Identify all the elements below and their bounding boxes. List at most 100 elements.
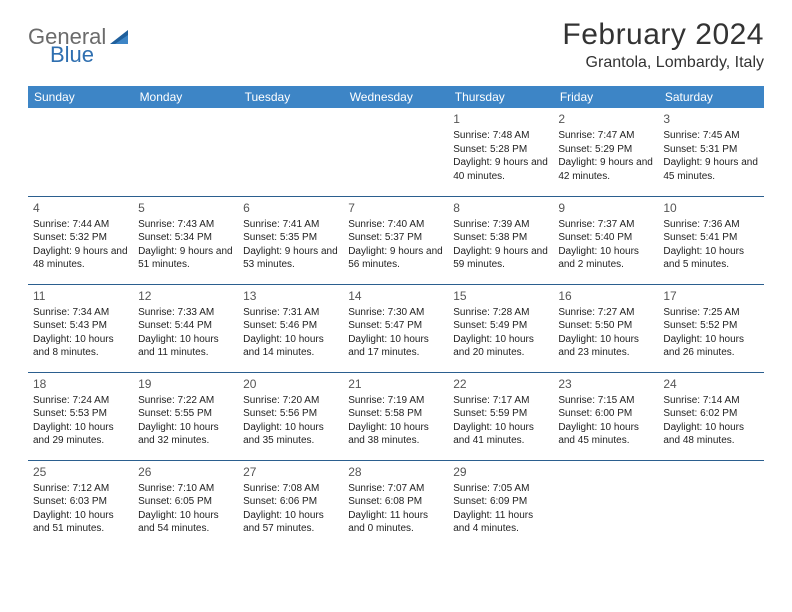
sunset-line: Sunset: 6:09 PM [453, 495, 548, 509]
calendar-day-cell: 6Sunrise: 7:41 AMSunset: 5:35 PMDaylight… [238, 196, 343, 284]
calendar-day-cell: 9 Sunrise: 7:37 AMSunset: 5:40 PMDaylight… [553, 196, 658, 284]
day-number: 9 [558, 200, 653, 216]
day-number: 25 [33, 464, 128, 480]
calendar-day-cell: 16Sunrise: 7:27 AMSunset: 5:50 PMDayligh… [553, 284, 658, 372]
daylight-line: Daylight: 9 hours and 42 minutes. [558, 156, 653, 183]
sunset-line: Sunset: 5:40 PM [558, 231, 653, 245]
sunset-line: Sunset: 5:46 PM [243, 319, 338, 333]
daylight-line: Daylight: 10 hours and 5 minutes. [663, 245, 758, 272]
calendar-day-cell: 18Sunrise: 7:24 AMSunset: 5:53 PMDayligh… [28, 372, 133, 460]
calendar-day-cell: 10 Sunrise: 7:36 AMSunset: 5:41 PMDayligh… [658, 196, 763, 284]
sunset-line: Sunset: 5:28 PM [453, 143, 548, 157]
calendar-day-cell: 14Sunrise: 7:30 AMSunset: 5:47 PMDayligh… [343, 284, 448, 372]
weekday-header: Tuesday [238, 86, 343, 108]
sunrise-line: Sunrise: 7:19 AM [348, 394, 443, 408]
sunrise-line: Sunrise: 7:47 AM [558, 129, 653, 143]
calendar-day-cell: 13 Sunrise: 7:31 AMSunset: 5:46 PMDayligh… [238, 284, 343, 372]
calendar-empty-cell [238, 108, 343, 196]
sunrise-line: Sunrise: 7:10 AM [138, 482, 233, 496]
sunset-line: Sunset: 5:37 PM [348, 231, 443, 245]
daylight-line: Daylight: 10 hours and 17 minutes. [348, 333, 443, 360]
calendar-day-cell: 17Sunrise: 7:25 AMSunset: 5:52 PMDayligh… [658, 284, 763, 372]
day-number: 28 [348, 464, 443, 480]
calendar-week-row: 11Sunrise: 7:34 AMSunset: 5:43 PMDayligh… [28, 284, 764, 372]
sunrise-line: Sunrise: 7:37 AM [558, 218, 653, 232]
sunrise-line: Sunrise: 7:31 AM [243, 306, 338, 320]
sunrise-line: Sunrise: 7:36 AM [663, 218, 758, 232]
logo-text-blue: Blue [50, 42, 94, 68]
calendar-empty-cell [133, 108, 238, 196]
day-number: 5 [138, 200, 233, 216]
day-number: 23 [558, 376, 653, 392]
daylight-line: Daylight: 10 hours and 35 minutes. [243, 421, 338, 448]
sunset-line: Sunset: 5:35 PM [243, 231, 338, 245]
day-number: 10 [663, 200, 758, 216]
sunset-line: Sunset: 6:05 PM [138, 495, 233, 509]
daylight-line: Daylight: 10 hours and 8 minutes. [33, 333, 128, 360]
daylight-line: Daylight: 10 hours and 41 minutes. [453, 421, 548, 448]
daylight-line: Daylight: 11 hours and 4 minutes. [453, 509, 548, 536]
sunset-line: Sunset: 5:34 PM [138, 231, 233, 245]
sunrise-line: Sunrise: 7:27 AM [558, 306, 653, 320]
calendar-day-cell: 29Sunrise: 7:05 AMSunset: 6:09 PMDayligh… [448, 460, 553, 548]
daylight-line: Daylight: 9 hours and 59 minutes. [453, 245, 548, 272]
day-number: 22 [453, 376, 548, 392]
daylight-line: Daylight: 9 hours and 56 minutes. [348, 245, 443, 272]
sunrise-line: Sunrise: 7:07 AM [348, 482, 443, 496]
daylight-line: Daylight: 11 hours and 0 minutes. [348, 509, 443, 536]
calendar-day-cell: 11Sunrise: 7:34 AMSunset: 5:43 PMDayligh… [28, 284, 133, 372]
sunset-line: Sunset: 5:49 PM [453, 319, 548, 333]
weekday-header: Thursday [448, 86, 553, 108]
day-number: 8 [453, 200, 548, 216]
calendar-day-cell: 27Sunrise: 7:08 AMSunset: 6:06 PMDayligh… [238, 460, 343, 548]
sunrise-line: Sunrise: 7:28 AM [453, 306, 548, 320]
calendar-day-cell: 23Sunrise: 7:15 AMSunset: 6:00 PMDayligh… [553, 372, 658, 460]
day-number: 13 [243, 288, 338, 304]
sunset-line: Sunset: 5:41 PM [663, 231, 758, 245]
calendar-day-cell: 4Sunrise: 7:44 AMSunset: 5:32 PMDaylight… [28, 196, 133, 284]
sunset-line: Sunset: 5:50 PM [558, 319, 653, 333]
day-number: 27 [243, 464, 338, 480]
daylight-line: Daylight: 10 hours and 14 minutes. [243, 333, 338, 360]
day-number: 3 [663, 111, 758, 127]
sunrise-line: Sunrise: 7:22 AM [138, 394, 233, 408]
calendar-header-row: SundayMondayTuesdayWednesdayThursdayFrid… [28, 86, 764, 108]
daylight-line: Daylight: 10 hours and 57 minutes. [243, 509, 338, 536]
daylight-line: Daylight: 10 hours and 51 minutes. [33, 509, 128, 536]
day-number: 14 [348, 288, 443, 304]
daylight-line: Daylight: 10 hours and 20 minutes. [453, 333, 548, 360]
sunrise-line: Sunrise: 7:25 AM [663, 306, 758, 320]
daylight-line: Daylight: 10 hours and 11 minutes. [138, 333, 233, 360]
sunset-line: Sunset: 5:31 PM [663, 143, 758, 157]
sunset-line: Sunset: 5:55 PM [138, 407, 233, 421]
day-number: 20 [243, 376, 338, 392]
day-number: 7 [348, 200, 443, 216]
daylight-line: Daylight: 10 hours and 48 minutes. [663, 421, 758, 448]
daylight-line: Daylight: 10 hours and 29 minutes. [33, 421, 128, 448]
daylight-line: Daylight: 10 hours and 2 minutes. [558, 245, 653, 272]
daylight-line: Daylight: 9 hours and 53 minutes. [243, 245, 338, 272]
daylight-line: Daylight: 10 hours and 26 minutes. [663, 333, 758, 360]
day-number: 15 [453, 288, 548, 304]
day-number: 16 [558, 288, 653, 304]
daylight-line: Daylight: 9 hours and 40 minutes. [453, 156, 548, 183]
title-location: Grantola, Lombardy, Italy [562, 54, 764, 72]
sunset-line: Sunset: 6:03 PM [33, 495, 128, 509]
sunset-line: Sunset: 6:02 PM [663, 407, 758, 421]
calendar-table: SundayMondayTuesdayWednesdayThursdayFrid… [28, 86, 764, 548]
sunrise-line: Sunrise: 7:40 AM [348, 218, 443, 232]
calendar-day-cell: 25Sunrise: 7:12 AMSunset: 6:03 PMDayligh… [28, 460, 133, 548]
title-month: February 2024 [562, 18, 764, 52]
sunset-line: Sunset: 6:06 PM [243, 495, 338, 509]
weekday-header: Friday [553, 86, 658, 108]
calendar-week-row: 18Sunrise: 7:24 AMSunset: 5:53 PMDayligh… [28, 372, 764, 460]
calendar-day-cell: 20Sunrise: 7:20 AMSunset: 5:56 PMDayligh… [238, 372, 343, 460]
daylight-line: Daylight: 10 hours and 45 minutes. [558, 421, 653, 448]
day-number: 19 [138, 376, 233, 392]
sunset-line: Sunset: 6:00 PM [558, 407, 653, 421]
calendar-empty-cell [553, 460, 658, 548]
calendar-day-cell: 2Sunrise: 7:47 AMSunset: 5:29 PMDaylight… [553, 108, 658, 196]
sunset-line: Sunset: 5:44 PM [138, 319, 233, 333]
calendar-week-row: 1Sunrise: 7:48 AMSunset: 5:28 PMDaylight… [28, 108, 764, 196]
calendar-day-cell: 7 Sunrise: 7:40 AMSunset: 5:37 PMDaylight… [343, 196, 448, 284]
